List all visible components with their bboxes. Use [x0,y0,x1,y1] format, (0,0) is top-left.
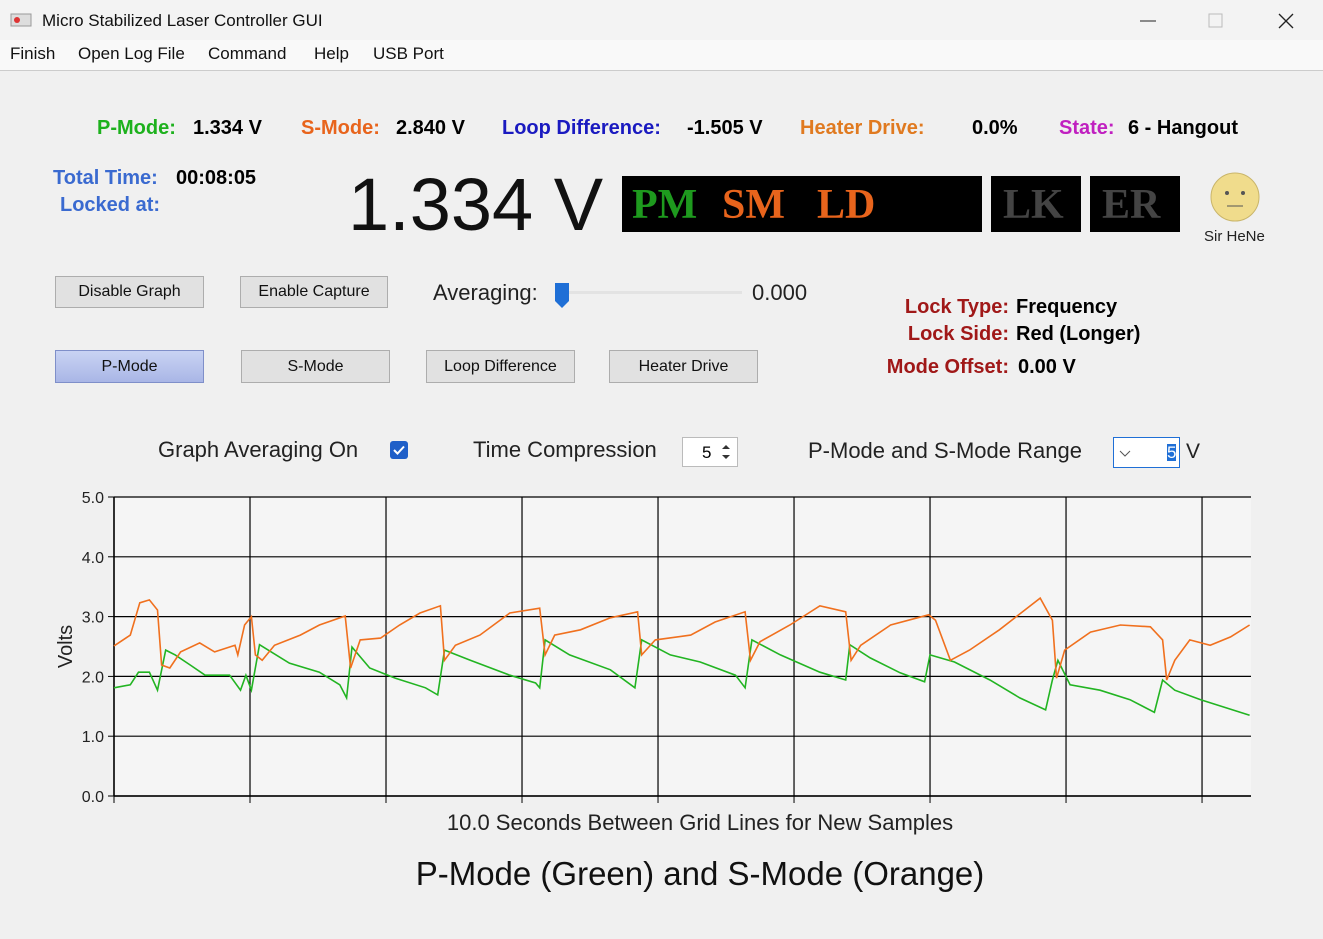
range-value: 5 [1167,443,1177,462]
status-label: P-Mode: [97,117,176,139]
averaging-value: 0.000 [752,280,808,305]
lock-label: Lock Side: [907,323,1009,345]
maximize-button[interactable] [1208,13,1223,28]
combobox-arrow [1119,450,1131,457]
lock-label: Mode Offset: [886,356,1009,378]
indicator-panel: PM SM LD [622,176,982,232]
app-icon [10,13,32,27]
status-label: Loop Difference: [502,117,661,139]
title-bar: Micro Stabilized Laser Controller GUI [0,0,1323,40]
series-line [113,596,1251,681]
plot-area [114,497,1251,796]
spinner-value: 5 [702,443,712,462]
mode-button[interactable]: Loop Difference [426,350,575,383]
indicator: LK [1003,182,1064,228]
y-tick-label: 2.0 [82,669,104,686]
series-line [113,638,1250,717]
y-tick-label: 3.0 [82,610,104,627]
menu-bar: Finish Open Log File Command Help USB Po… [0,40,1323,71]
time-compression-spinner[interactable]: 5 [682,437,738,467]
status-value: 1.334 V [193,117,262,139]
window-title: Micro Stabilized Laser Controller GUI [42,11,323,30]
chart: 0.0 1.0 2.0 3.0 4.0 5.0 Volts 10.0 Seconds Betw… [55,490,1251,892]
indicator: SM [722,182,785,228]
menu-item[interactable]: Open Log File [78,44,185,63]
mode-button[interactable]: P-Mode [55,350,204,383]
menu-item[interactable]: Command [208,44,287,63]
status-label: Heater Drive: [800,117,925,139]
window-controls [1140,13,1294,29]
time-compression-label: Time Compression [473,437,657,462]
status-label: S-Mode: [301,117,380,139]
range-label: P-Mode and S-Mode Range [808,438,1082,463]
averaging-slider[interactable] [552,280,744,310]
menu-item[interactable]: Finish [10,44,56,63]
y-tick-label: 4.0 [82,550,104,567]
indicator: PM [632,182,698,228]
spinner-arrows[interactable] [717,440,735,464]
button[interactable]: Enable Capture [240,276,388,308]
indicator-box: ER [1090,176,1180,232]
lock-value: 0.00 V [1018,356,1076,378]
status-value: 6 - Hangout [1128,117,1238,139]
chart-title: P-Mode (Green) and S-Mode (Orange) [416,855,985,892]
y-tick-label: 5.0 [82,490,104,507]
status-value: 2.840 V [396,117,465,139]
indicator: LD [817,182,876,228]
y-tick-label: 1.0 [82,729,104,746]
menu-item[interactable]: Help [314,44,349,63]
range-unit: V [1186,440,1201,463]
indicator-box: LK [991,176,1081,232]
y-axis-label: Volts [55,625,77,668]
indicator: ER [1102,182,1161,228]
lock-label: Lock Type: [904,296,1009,318]
graph-averaging-checkbox[interactable] [389,440,409,460]
lock-value: Red (Longer) [1016,323,1141,345]
status-value: 0.0% [972,117,1018,139]
close-button[interactable] [1278,13,1294,29]
locked-at-label: Locked at: [60,194,161,216]
big-reading: 1.334 V [348,163,604,246]
total-time-value: 00:08:05 [176,167,257,189]
x-axis-label: 10.0 Seconds Between Grid Lines for New … [447,810,953,835]
button[interactable]: Disable Graph [55,276,204,308]
total-time-label: Total Time: [53,167,158,189]
graph-averaging-label: Graph Averaging On [158,437,359,462]
averaging-label: Averaging: [433,280,538,305]
status-label: State: [1059,117,1115,139]
avatar-label: Sir HeNe [1204,228,1265,245]
range-combobox[interactable]: 5 [1113,437,1180,468]
mode-button[interactable]: S-Mode [241,350,390,383]
menu-item[interactable]: USB Port [373,44,444,63]
avatar [1210,172,1260,222]
y-tick-label: 0.0 [82,789,104,806]
mode-button[interactable]: Heater Drive [609,350,758,383]
status-value: -1.505 V [687,117,763,139]
lock-value: Frequency [1016,296,1118,318]
